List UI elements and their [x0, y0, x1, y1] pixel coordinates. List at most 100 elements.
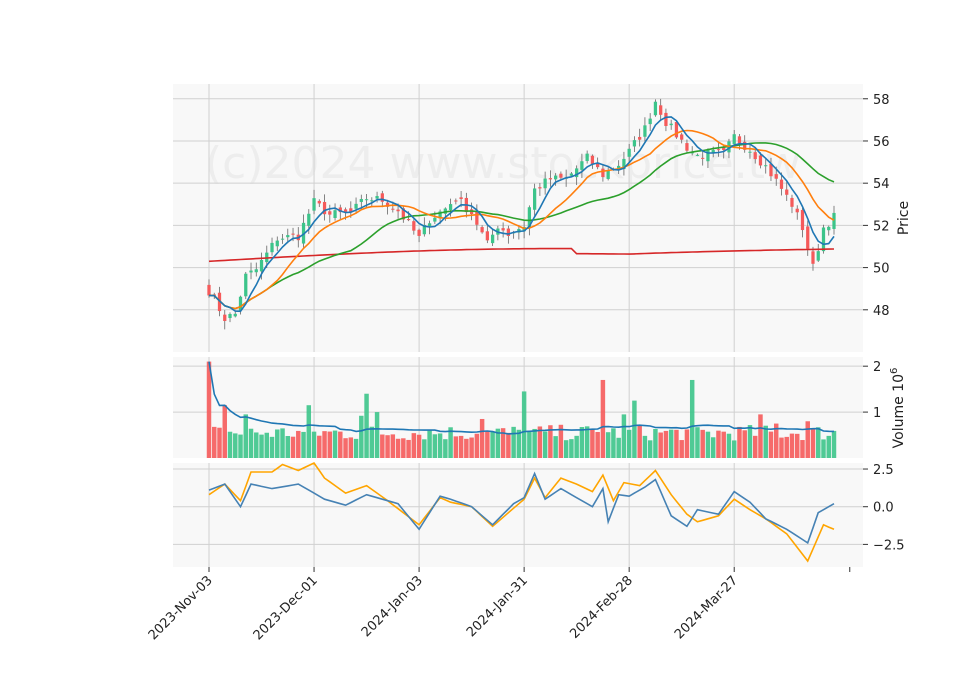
watermark-text: (c)2024 www.stockprice.tw: [205, 138, 801, 189]
candle-body-91: [685, 143, 689, 151]
volume-bar-111: [789, 433, 795, 458]
candle-body-105: [758, 155, 763, 166]
volume-bar-47: [453, 436, 459, 458]
candle-body-8: [249, 270, 253, 273]
volume-bar-85: [653, 428, 658, 458]
volume-bar-53: [485, 431, 490, 458]
volume-bar-57: [506, 432, 511, 458]
volume-bar-107: [768, 431, 774, 458]
candle-body-96: [711, 150, 715, 154]
volume-bar-115: [810, 428, 816, 458]
volume-bar-93: [695, 427, 700, 458]
candle-body-85: [653, 101, 658, 116]
volume-bar-22: [322, 431, 327, 458]
volume-bar-5: [233, 433, 238, 458]
candle-body-51: [475, 210, 479, 225]
volume-bar-75: [600, 379, 606, 458]
volume-bar-112: [795, 433, 800, 458]
candle-body-109: [779, 179, 784, 189]
candle-body-81: [632, 140, 637, 147]
candle-body-5: [233, 313, 237, 317]
volume-bar-26: [343, 438, 348, 458]
volume-bar-96: [710, 437, 716, 458]
candlesticks: [207, 98, 836, 330]
volume-bar-27: [348, 437, 354, 458]
candle-body-110: [785, 189, 789, 195]
volume-bar-25: [338, 431, 343, 458]
candle-body-73: [590, 155, 595, 165]
volume-bar-66: [553, 436, 558, 458]
volume-bar-48: [458, 435, 464, 458]
candle-body-118: [827, 226, 831, 231]
candle-body-38: [406, 219, 411, 221]
volume-bar-50: [469, 437, 474, 458]
candle-body-0: [207, 284, 211, 296]
volume-tick-label-1: 2: [873, 360, 881, 375]
volume-bar-79: [621, 414, 627, 458]
candle-body-98: [722, 146, 726, 151]
candle-body-31: [370, 200, 374, 202]
volume-bar-69: [569, 439, 574, 458]
volume-bar-105: [758, 414, 763, 458]
candle-body-29: [359, 199, 363, 202]
candle-body-13: [275, 240, 279, 247]
volume-bar-97: [716, 430, 721, 458]
candle-body-62: [533, 188, 537, 210]
volume-bar-52: [479, 418, 485, 458]
volume-bar-76: [605, 432, 611, 458]
candle-body-86: [659, 105, 663, 115]
volume-bar-3: [222, 405, 227, 458]
volume-bar-42: [427, 430, 432, 458]
volume-bar-34: [385, 435, 390, 458]
volume-bar-118: [826, 435, 831, 458]
price-tick-label-5: 58: [873, 93, 890, 108]
volume-bar-13: [275, 429, 280, 458]
volume-bar-119: [831, 430, 837, 458]
volume-bar-70: [574, 435, 579, 458]
price-panel: [173, 84, 863, 352]
candle-body-94: [701, 157, 705, 159]
candle-body-112: [795, 208, 799, 213]
volume-bar-45: [443, 439, 448, 458]
volume-bar-88: [668, 429, 674, 458]
candle-body-16: [291, 233, 295, 235]
candle-body-4: [228, 314, 232, 319]
candle-body-113: [800, 209, 805, 231]
volume-bar-20: [311, 431, 317, 458]
candle-body-116: [816, 251, 820, 261]
candle-body-74: [596, 162, 600, 168]
volume-bar-81: [632, 400, 637, 458]
oscillator-lines: [208, 461, 835, 563]
volume-bar-61: [527, 430, 532, 458]
volume-bar-24: [332, 430, 338, 458]
volume-bar-89: [674, 429, 679, 458]
candle-body-97: [716, 149, 721, 151]
x-tick-label-0: 2023-Nov-03: [146, 573, 216, 643]
candle-body-52: [480, 227, 484, 233]
volume-bar-38: [406, 439, 411, 458]
volume-bar-39: [411, 433, 417, 458]
volume-bar-40: [416, 434, 422, 458]
volume-bar-41: [422, 439, 427, 458]
volume-bar-99: [726, 433, 732, 458]
x-tick-label-3: 2024-Jan-31: [464, 573, 531, 640]
candle-body-54: [490, 234, 495, 244]
candle-body-95: [706, 149, 710, 162]
volume-bar-1: [212, 426, 217, 458]
candle-body-87: [664, 112, 668, 126]
volume-bar-114: [805, 421, 810, 458]
volume-bar-29: [359, 415, 364, 458]
volume-bar-110: [784, 436, 789, 458]
candle-body-83: [643, 125, 647, 137]
candle-body-7: [244, 273, 248, 297]
volume-bar-4: [227, 431, 233, 458]
volume-bar-8: [248, 428, 254, 458]
volume-bar-67: [558, 424, 564, 458]
volume-bar-2: [217, 427, 222, 458]
candle-body-15: [286, 235, 290, 238]
volume-bar-9: [254, 432, 259, 458]
price-axis-label: Price: [896, 201, 912, 235]
price-tick-label-3: 54: [873, 177, 890, 192]
volume-bar-116: [816, 427, 821, 458]
volume-bar-109: [779, 437, 784, 458]
